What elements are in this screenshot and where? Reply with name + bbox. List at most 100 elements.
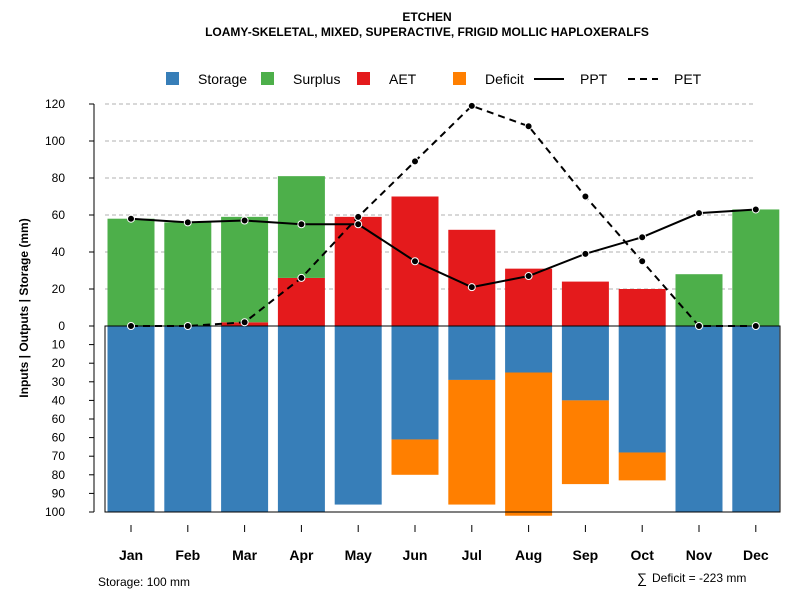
ppt-line xyxy=(130,208,756,289)
legend-label-ppt: PPT xyxy=(580,71,608,87)
legend-label-pet: PET xyxy=(674,71,702,87)
x-tick-label-jan: Jan xyxy=(119,547,143,563)
y-tick-label: 120 xyxy=(45,97,65,111)
pet-line xyxy=(131,104,756,327)
x-tick-label-jun: Jun xyxy=(403,547,428,563)
ppt-point-jan xyxy=(127,214,135,223)
bar-storage-dec xyxy=(732,326,780,512)
x-tick-label-aug: Aug xyxy=(515,547,542,563)
y-tick-label: 90 xyxy=(52,486,66,500)
y-tick-label: 10 xyxy=(52,338,66,352)
pet-point-jan xyxy=(127,322,135,330)
pet-point-mar xyxy=(240,318,249,327)
bottom-frame xyxy=(104,325,781,513)
y-axis-label: Inputs | Outputs | Storage (mm) xyxy=(17,218,31,397)
x-tick-label-nov: Nov xyxy=(686,547,713,563)
legend-swatch-deficit xyxy=(453,72,466,85)
ppt-point-may xyxy=(354,220,363,229)
y-tick-label: 40 xyxy=(52,245,66,259)
y-tick-label: 40 xyxy=(52,393,66,407)
bar-surplus-mar xyxy=(221,216,269,323)
y-tick-label: 60 xyxy=(52,412,66,426)
legend-label-deficit: Deficit xyxy=(485,71,524,87)
y-tick-label: 80 xyxy=(52,171,66,185)
chart-subtitle: LOAMY-SKELETAL, MIXED, SUPERACTIVE, FRIG… xyxy=(205,25,649,39)
bar-aet-apr xyxy=(277,277,325,326)
bar-storage-sep xyxy=(561,326,609,401)
bar-storage-feb xyxy=(164,326,212,512)
ppt-point-feb xyxy=(183,218,192,227)
bar-storage-may xyxy=(334,326,382,505)
bar-aet-sep xyxy=(561,281,609,326)
y-tick-label: 100 xyxy=(45,505,65,519)
y-tick-label: 60 xyxy=(52,431,66,445)
bars xyxy=(107,176,780,516)
deficit-sum-symbol: ∑ xyxy=(637,570,647,586)
x-axis: Jan Feb Mar Apr May Jun Jul Aug Sep Oct Nov Dec xyxy=(119,525,769,563)
bar-deficit-jun xyxy=(391,439,439,475)
y-tick-label: 20 xyxy=(52,282,66,296)
deficit-note: Deficit = -223 mm xyxy=(652,571,746,585)
bar-storage-jul xyxy=(448,326,496,380)
ppt-point-sep xyxy=(581,249,590,258)
y-tick-label: 70 xyxy=(52,449,66,463)
bar-storage-jan xyxy=(107,326,155,512)
legend: Storage Surplus AET Deficit PPT PET xyxy=(166,71,702,87)
x-tick-label-feb: Feb xyxy=(175,547,200,563)
pet-point-dec xyxy=(751,322,760,330)
bar-aet-jul xyxy=(448,229,496,326)
ppt-point-mar xyxy=(240,216,249,225)
pet-point-feb xyxy=(183,322,192,330)
legend-swatch-aet xyxy=(357,72,370,85)
pet-point-nov xyxy=(695,322,703,330)
bar-storage-jun xyxy=(391,326,439,440)
bar-aet-oct xyxy=(618,289,666,326)
x-tick-label-apr: Apr xyxy=(289,547,314,563)
x-tick-label-sep: Sep xyxy=(573,547,599,563)
ppt-point-aug xyxy=(524,272,533,281)
ppt-point-apr xyxy=(297,220,306,229)
bar-deficit-jul xyxy=(448,379,496,505)
bar-surplus-nov xyxy=(675,274,723,326)
bar-deficit-oct xyxy=(618,452,666,481)
ppt-point-nov xyxy=(695,209,703,218)
x-tick-label-may: May xyxy=(345,547,372,563)
y-tick-label: 80 xyxy=(52,468,66,482)
pet-point-sep xyxy=(581,192,590,201)
x-tick-label-mar: Mar xyxy=(232,547,257,563)
bar-storage-nov xyxy=(675,326,723,512)
y-axis: 0 20 40 60 80 100 120 10 20 30 40 60 60 70 80 90 100 xyxy=(45,97,95,519)
y-tick-label: 100 xyxy=(45,134,65,148)
bar-surplus-feb xyxy=(164,222,212,326)
ppt-point-oct xyxy=(638,233,647,242)
legend-label-aet: AET xyxy=(389,71,417,87)
ppt-point-dec xyxy=(751,205,760,214)
pet-point-jun xyxy=(411,157,419,166)
legend-label-storage: Storage xyxy=(198,71,247,87)
legend-swatch-surplus xyxy=(261,72,274,85)
y-tick-label: 20 xyxy=(52,356,66,370)
ppt-point-jun xyxy=(411,257,419,266)
bar-storage-mar xyxy=(221,326,269,512)
bar-deficit-sep xyxy=(561,400,609,485)
pet-point-jul xyxy=(467,101,476,110)
chart-title: ETCHEN xyxy=(402,10,451,24)
storage-frame xyxy=(104,325,781,513)
legend-label-surplus: Surplus xyxy=(293,71,340,87)
bar-storage-aug xyxy=(505,326,553,373)
x-tick-label-oct: Oct xyxy=(631,547,655,563)
legend-swatch-storage xyxy=(166,72,179,85)
x-tick-label-dec: Dec xyxy=(743,547,769,563)
y-tick-label: 30 xyxy=(52,375,66,389)
pet-point-may xyxy=(354,212,363,221)
pet-point-oct xyxy=(638,257,647,266)
bar-deficit-aug xyxy=(505,372,553,516)
x-tick-label-jul: Jul xyxy=(462,547,482,563)
pet-point-apr xyxy=(297,273,306,282)
pet-point-aug xyxy=(524,122,533,131)
bar-surplus-dec xyxy=(732,209,780,326)
bar-storage-apr xyxy=(277,326,325,512)
series-lines xyxy=(127,101,760,330)
ppt-point-jul xyxy=(467,283,476,292)
